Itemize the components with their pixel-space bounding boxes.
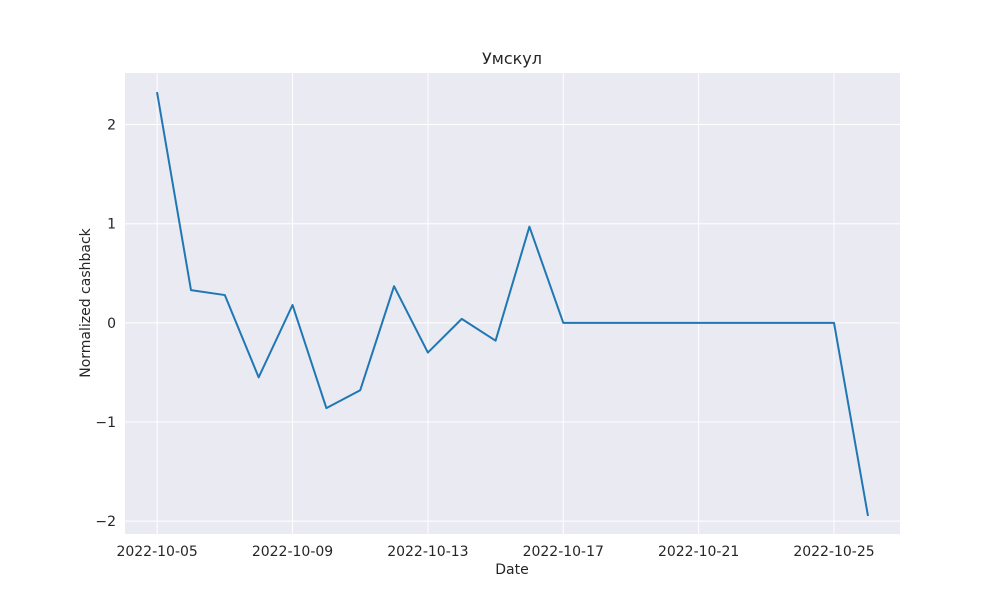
x-axis-title: Date xyxy=(495,562,528,578)
x-axis-ticks: 2022-10-05 2022-10-09 2022-10-13 2022-10-17… xyxy=(116,544,874,560)
x-tick-label: 2022-10-17 xyxy=(523,544,604,560)
x-tick-label: 2022-10-09 xyxy=(252,544,333,560)
x-tick-label: 2022-10-13 xyxy=(387,544,468,560)
y-axis-ticks: −2 −1 0 1 2 xyxy=(95,118,116,531)
y-tick-label: 1 xyxy=(107,217,116,233)
x-tick-label: 2022-10-05 xyxy=(116,544,197,560)
chart-title: Умскул xyxy=(482,49,542,68)
y-tick-label: −1 xyxy=(95,415,116,431)
y-tick-label: −2 xyxy=(95,514,116,530)
x-tick-label: 2022-10-21 xyxy=(658,544,739,560)
y-axis-title: Normalized cashback xyxy=(78,227,94,377)
series-line xyxy=(156,91,869,517)
x-tick-label: 2022-10-25 xyxy=(793,544,874,560)
y-tick-label: 0 xyxy=(107,316,116,332)
plot-area xyxy=(125,73,900,534)
y-tick-label: 2 xyxy=(107,118,116,134)
